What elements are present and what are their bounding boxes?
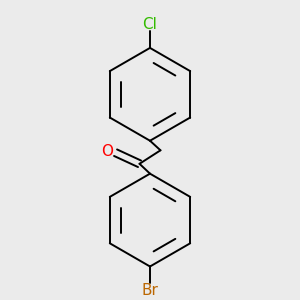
Text: O: O xyxy=(101,144,113,159)
Text: Cl: Cl xyxy=(142,17,158,32)
Text: Br: Br xyxy=(142,283,158,298)
